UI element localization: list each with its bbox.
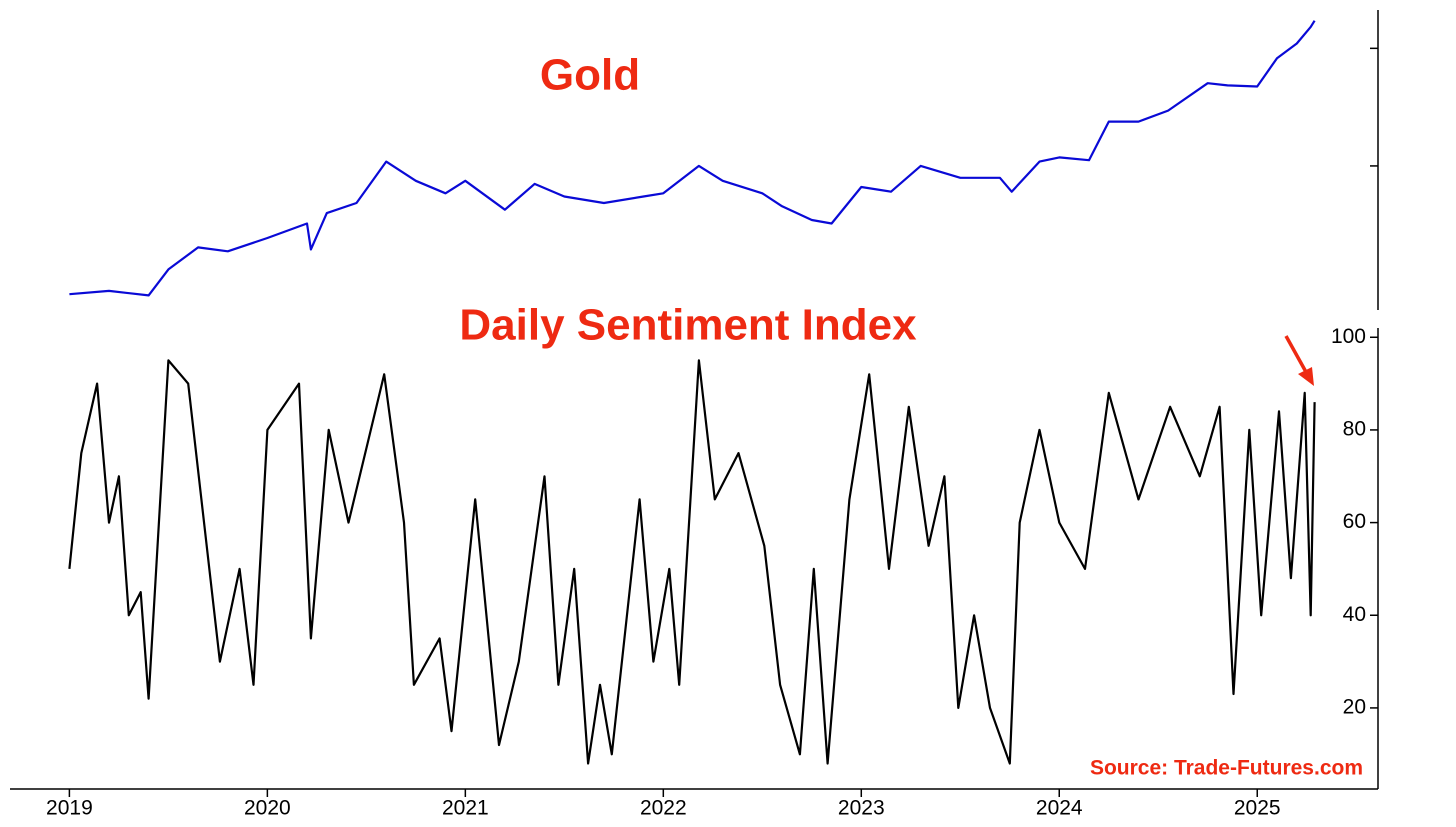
arrow-shaft	[1284, 335, 1308, 373]
series-line	[69, 20, 1316, 297]
series-line	[68, 359, 1316, 765]
y-tick-label: 100	[1331, 325, 1366, 348]
arrow-head	[1298, 367, 1314, 386]
y-tick-label: 20	[1343, 695, 1366, 718]
y-tick-label: 40	[1343, 603, 1366, 626]
y-tick-label: 60	[1343, 510, 1366, 533]
chart-title: Daily Sentiment Index	[459, 301, 917, 350]
x-tick-label: 2023	[838, 797, 885, 820]
source-note: Source: Trade-Futures.com	[1090, 757, 1363, 780]
x-tick-label: 2025	[1234, 797, 1281, 820]
chart-title: Gold	[540, 51, 640, 100]
x-tick-label: 2019	[46, 797, 93, 820]
x-tick-label: 2022	[640, 797, 687, 820]
axes	[10, 10, 1379, 790]
arrow	[1284, 335, 1314, 386]
x-tick-label: 2020	[244, 797, 291, 820]
x-tick-label: 2021	[442, 797, 489, 820]
x-tick-label: 2024	[1036, 797, 1083, 820]
y-tick-label: 80	[1343, 417, 1366, 440]
